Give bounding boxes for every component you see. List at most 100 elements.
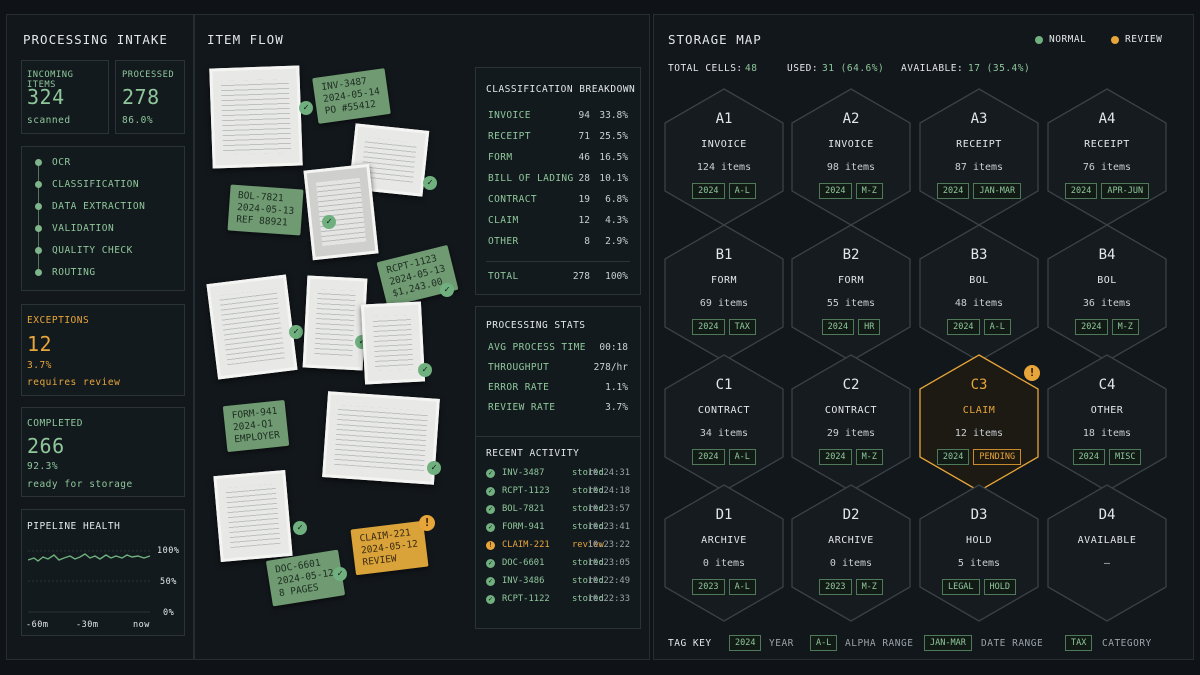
exceptions-card[interactable]: EXCEPTIONS 12 3.7% requires review [21, 304, 185, 396]
storage-cell-b3[interactable]: B3 BOL 48 items 2024 A-L [918, 223, 1040, 363]
cell-tag-chip: 2023 [819, 579, 852, 595]
activity-row[interactable]: ✓ RCPT-1122 stored 10:22:33 [486, 594, 630, 608]
class-row[interactable]: INVOICE 94 33.8% [488, 110, 628, 124]
storage-cell-a4[interactable]: A4 RECEIPT 76 items 2024 APR-JUN [1046, 87, 1168, 227]
activity-row[interactable]: ✓ INV-3487 stored 10:24:31 [486, 468, 630, 482]
storage-cell-d2[interactable]: D2 ARCHIVE 0 items 2023 M-Z [790, 483, 912, 623]
class-name: RECEIPT [488, 131, 531, 142]
cell-count: 48 items [954, 298, 1004, 309]
cell-tags: 2024 A-L [663, 183, 785, 199]
cell-id: A2 [842, 111, 860, 127]
pipeline-step-routing[interactable]: ROUTING [52, 267, 96, 278]
pipeline-step-classification[interactable]: CLASSIFICATION [52, 179, 140, 190]
storage-cell-a1[interactable]: A1 INVOICE 124 items 2024 A-L [663, 87, 785, 227]
tag-bol-7821[interactable]: BOL-7821 2024-05-13 REF 88921 [227, 184, 304, 236]
completed-pct: 92.3% [27, 461, 59, 472]
activity-time: 10:23:57 [587, 504, 630, 514]
pipeline-step-quality[interactable]: QUALITY CHECK [52, 245, 133, 256]
class-total-pct: 100% [605, 271, 628, 282]
storage-cell-c1[interactable]: C1 CONTRACT 34 items 2024 A-L [663, 353, 785, 493]
tag-claim-221[interactable]: CLAIM-221 2024-05-12 REVIEW [350, 520, 429, 576]
activity-row[interactable]: ✓ BOL-7821 stored 10:23:57 [486, 504, 630, 518]
activity-status: review [572, 540, 604, 550]
storage-cell-d1[interactable]: D1 ARCHIVE 0 items 2023 A-L [663, 483, 785, 623]
storage-cell-c4[interactable]: C4 OTHER 18 items 2024 MISC [1046, 353, 1168, 493]
class-row[interactable]: OTHER 8 2.9% [488, 236, 628, 250]
tag-inv-3487[interactable]: INV-3487 2024-05-14 PO #55412 [312, 68, 392, 124]
activity-id: RCPT-1123 [502, 486, 550, 496]
stat-name: REVIEW RATE [488, 402, 556, 413]
storage-cell-b4[interactable]: B4 BOL 36 items 2024 M-Z [1046, 223, 1168, 363]
class-pct: 25.5% [599, 131, 628, 142]
cell-count: 124 items [696, 162, 752, 173]
check-icon: ✓ [333, 567, 347, 581]
cell-tag-chip: M-Z [855, 449, 883, 465]
class-row[interactable]: CLAIM 12 4.3% [488, 215, 628, 229]
tag-form-941[interactable]: FORM-941 2024-Q1 EMPLOYER [222, 399, 290, 453]
cell-count: 69 items [699, 298, 749, 309]
tag-rcpt-1123[interactable]: RCPT-1123 2024-05-13 $1,243.00 [376, 244, 459, 308]
class-name: INVOICE [488, 110, 531, 121]
cell-type: ARCHIVE [701, 535, 747, 546]
cell-count: 34 items [699, 428, 749, 439]
cell-tags: 2024 M-Z [1046, 319, 1168, 335]
storage-cell-d4[interactable]: D4 AVAILABLE – [1046, 483, 1168, 623]
summary-available-value: 17 (35.4%) [968, 63, 1031, 74]
cell-tag-chip: 2024 [936, 183, 970, 199]
activity-row[interactable]: ✓ INV-3486 stored 10:22:49 [486, 576, 630, 590]
storage-cell-a2[interactable]: A2 INVOICE 98 items 2024 M-Z [790, 87, 912, 227]
pipeline-dot [35, 269, 42, 276]
warning-icon: ! [1024, 365, 1040, 381]
pipeline-dot [35, 159, 42, 166]
class-row[interactable]: FORM 46 16.5% [488, 152, 628, 166]
cell-tag-chip: 2024 [819, 183, 852, 199]
check-icon: ✓ [289, 325, 303, 339]
storage-cell-c2[interactable]: C2 CONTRACT 29 items 2024 M-Z [790, 353, 912, 493]
class-row[interactable]: RECEIPT 71 25.5% [488, 131, 628, 145]
storage-cell-b1[interactable]: B1 FORM 69 items 2024 TAX [663, 223, 785, 363]
class-count: 71 [578, 131, 590, 142]
cell-tags: 2024 A-L [663, 449, 785, 465]
legend-normal-label: NORMAL [1049, 34, 1087, 45]
class-row[interactable]: BILL OF LADING 28 10.1% [488, 173, 628, 187]
activity-time: 10:22:49 [587, 576, 630, 586]
activity-row[interactable]: ✓ RCPT-1123 stored 10:24:18 [486, 486, 630, 500]
class-pct: 2.9% [605, 236, 628, 247]
pipeline-step-ocr[interactable]: OCR [52, 157, 71, 168]
exceptions-label: EXCEPTIONS [27, 315, 90, 326]
document-thumb[interactable] [302, 275, 368, 371]
tag-key-label: TAG KEY [668, 638, 712, 649]
activity-row[interactable]: ✓ FORM-941 stored 10:23:41 [486, 522, 630, 536]
cell-tags: 2024 MISC [1046, 449, 1168, 465]
document-thumb[interactable] [213, 470, 293, 562]
activity-status: stored [572, 558, 604, 568]
class-row[interactable]: CONTRACT 19 6.8% [488, 194, 628, 208]
completed-card[interactable]: COMPLETED 266 92.3% ready for storage [21, 407, 185, 497]
storage-cell-b2[interactable]: B2 FORM 55 items 2024 HR [790, 223, 912, 363]
processed-card[interactable]: PROCESSED 278 86.0% [115, 60, 185, 134]
activity-row-review[interactable]: ! CLAIM-221 review 10:23:22 [486, 540, 630, 554]
health-x-start: -60m [26, 620, 49, 630]
storage-cell-a3[interactable]: A3 RECEIPT 87 items 2024 JAN-MAR [918, 87, 1040, 227]
activity-row[interactable]: ✓ DOC-6601 stored 10:23:05 [486, 558, 630, 572]
tag-key-chip-year: 2024 [729, 635, 762, 651]
document-thumb[interactable] [322, 391, 440, 485]
pipeline-step-validation[interactable]: VALIDATION [52, 223, 115, 234]
class-total-row: TOTAL 278 100% [488, 271, 628, 285]
tag-line: REF 88921 [235, 213, 289, 229]
cell-id: C3 [970, 377, 988, 393]
pipeline-step-extraction[interactable]: DATA EXTRACTION [52, 201, 146, 212]
incoming-items-card[interactable]: INCOMING ITEMS 324 scanned [21, 60, 109, 134]
cell-type: CLAIM [962, 405, 996, 416]
warning-icon: ! [486, 541, 495, 550]
storage-cell-d3[interactable]: D3 HOLD 5 items LEGAL HOLD [918, 483, 1040, 623]
document-thumb[interactable] [209, 65, 303, 169]
pipeline-dot [35, 181, 42, 188]
health-y-50: 50% [160, 577, 177, 587]
activity-id: CLAIM-221 [502, 540, 550, 550]
document-thumb[interactable] [206, 274, 298, 380]
storage-cell-c3[interactable]: C3 CLAIM 12 items 2024 PENDING! [918, 353, 1040, 493]
cell-tag-chip: A-L [728, 449, 756, 465]
divider [486, 261, 630, 262]
document-thumb[interactable] [360, 301, 426, 385]
